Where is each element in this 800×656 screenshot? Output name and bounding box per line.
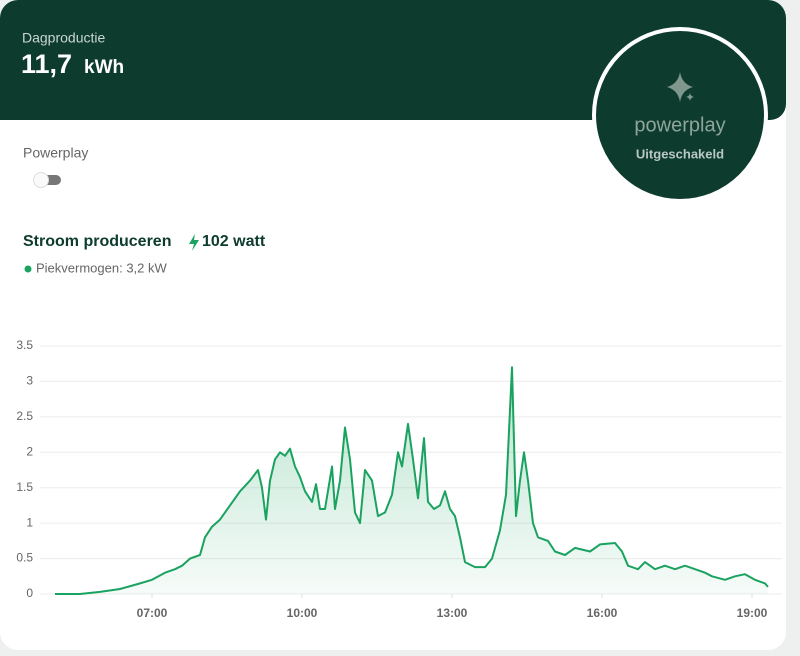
toggle-knob[interactable] bbox=[33, 172, 49, 188]
x-tick-label: 13:00 bbox=[437, 606, 468, 620]
area-fill bbox=[55, 367, 768, 594]
production-current: 102 watt bbox=[202, 233, 266, 250]
line-series bbox=[55, 366, 769, 595]
header-value: 11,7 bbox=[21, 49, 72, 79]
header-bar bbox=[0, 0, 786, 120]
y-tick-label: 2.5 bbox=[16, 409, 33, 423]
badge-brand: powerplay bbox=[634, 114, 725, 136]
x-tick-label: 16:00 bbox=[587, 606, 618, 620]
y-tick-label: 3 bbox=[26, 374, 33, 388]
peak-dot bbox=[24, 265, 32, 273]
peak-text: Piekvermogen: 3,2 kW bbox=[36, 260, 168, 275]
x-tick-label: 07:00 bbox=[137, 606, 168, 620]
bolt-icon bbox=[189, 234, 199, 251]
y-tick-label: 1 bbox=[26, 515, 33, 529]
y-tick-label: 1.5 bbox=[16, 480, 33, 494]
toggle-label: Powerplay bbox=[23, 145, 88, 161]
sparkle-icon bbox=[667, 72, 693, 102]
x-tick-label: 19:00 bbox=[737, 606, 768, 620]
powerplay-badge[interactable] bbox=[592, 27, 768, 203]
y-tick-label: 0.5 bbox=[16, 551, 33, 565]
sparkle-icon-small bbox=[686, 93, 694, 101]
x-tick-label: 10:00 bbox=[287, 606, 318, 620]
badge-status: Uitgeschakeld bbox=[636, 146, 724, 161]
header-unit: kWh bbox=[84, 57, 124, 78]
header-title: Dagproductie bbox=[22, 30, 105, 46]
y-tick-label: 3.5 bbox=[16, 338, 33, 352]
production-title: Stroom produceren bbox=[23, 233, 171, 250]
y-tick-label: 0 bbox=[26, 586, 33, 600]
y-tick-label: 2 bbox=[26, 444, 33, 458]
